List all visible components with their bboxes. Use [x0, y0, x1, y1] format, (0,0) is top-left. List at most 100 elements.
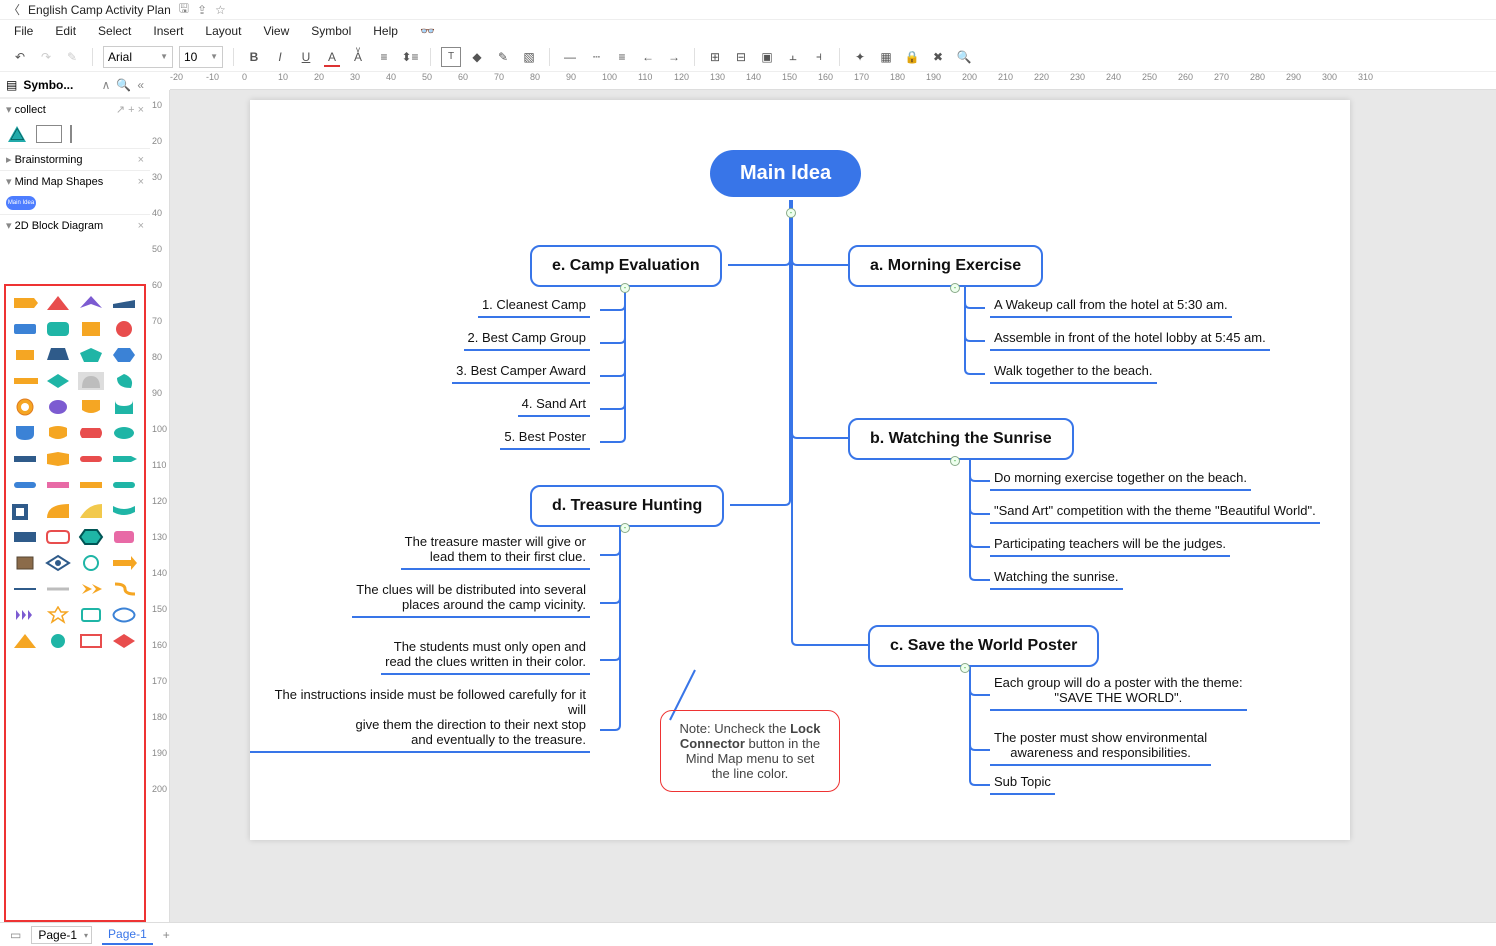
section-actions[interactable]: ↗ + × — [116, 103, 144, 116]
shape-thumbnail[interactable] — [78, 320, 104, 338]
leaf-item[interactable]: Participating teachers will be the judge… — [990, 534, 1230, 557]
font-color-button[interactable]: A — [322, 47, 342, 67]
section-mindmap-shapes[interactable]: ▾ Mind Map Shapes × — [0, 170, 150, 192]
leaf-item[interactable]: Each group will do a poster with the the… — [990, 673, 1247, 711]
line-dash-button[interactable]: ┄ — [586, 47, 606, 67]
shape-thumbnail[interactable] — [111, 632, 137, 650]
shape-thumbnail[interactable] — [78, 554, 104, 572]
share-icon[interactable]: ⇪ — [197, 3, 207, 17]
line-style-button[interactable]: ― — [560, 47, 580, 67]
shape-thumbnail[interactable] — [12, 398, 38, 416]
custom-shape-icon[interactable] — [6, 124, 28, 144]
magic-button[interactable]: ✦ — [850, 47, 870, 67]
theme-button[interactable]: ▦ — [876, 47, 896, 67]
shape-thumbnail[interactable] — [12, 580, 38, 598]
shape-thumbnail[interactable] — [12, 320, 38, 338]
leaf-item[interactable]: The treasure master will give or lead th… — [401, 532, 590, 570]
menu-help[interactable]: Help — [373, 24, 398, 38]
shape-thumbnail[interactable] — [78, 528, 104, 546]
shape-thumbnail[interactable] — [12, 450, 38, 468]
collapse-handle[interactable]: - — [786, 208, 796, 218]
shape-thumbnail[interactable] — [45, 632, 71, 650]
menu-symbol[interactable]: Symbol — [311, 24, 351, 38]
node-topic-d[interactable]: d. Treasure Hunting — [530, 485, 724, 527]
node-topic-e[interactable]: e. Camp Evaluation — [530, 245, 722, 287]
shape-thumbnail[interactable] — [111, 502, 137, 520]
expand-icon[interactable]: ∧ — [102, 78, 111, 92]
section-brainstorming[interactable]: ▸ Brainstorming × — [0, 148, 150, 170]
shape-thumbnail[interactable] — [111, 554, 137, 572]
page-list-icon[interactable]: ▭ — [10, 928, 21, 942]
shape-thumbnail[interactable] — [45, 580, 71, 598]
arrow-start-button[interactable]: ← — [638, 47, 658, 67]
shape-thumbnail[interactable] — [45, 528, 71, 546]
collapse-handle[interactable]: - — [620, 523, 630, 533]
fill-button[interactable]: ◆ — [467, 47, 487, 67]
font-family-select[interactable]: Arial▼ — [103, 46, 173, 68]
menu-file[interactable]: File — [14, 24, 33, 38]
section-2d-block[interactable]: ▾ 2D Block Diagram × — [0, 214, 150, 236]
shape-thumbnail[interactable] — [78, 398, 104, 416]
shape-thumbnail[interactable] — [12, 294, 38, 312]
panel-search-icon[interactable]: 🔍 — [116, 78, 131, 92]
shape-thumbnail[interactable] — [78, 346, 104, 364]
shape-thumbnail[interactable] — [111, 528, 137, 546]
shape-thumbnail[interactable] — [45, 294, 71, 312]
collapse-handle[interactable]: - — [950, 283, 960, 293]
undo-button[interactable]: ↶ — [10, 47, 30, 67]
shape-thumbnail[interactable] — [45, 372, 71, 390]
leaf-item[interactable]: 3. Best Camper Award — [452, 361, 590, 384]
shape-thumbnail[interactable] — [12, 346, 38, 364]
shape-thumbnail[interactable] — [111, 294, 137, 312]
shape-thumbnail[interactable] — [111, 476, 137, 494]
shape-thumbnail[interactable] — [111, 424, 137, 442]
leaf-item[interactable]: The instructions inside must be followed… — [250, 685, 590, 753]
shape-thumbnail[interactable] — [78, 424, 104, 442]
tools-button[interactable]: ✖ — [928, 47, 948, 67]
line-shape-icon[interactable] — [70, 125, 72, 143]
shape-thumbnail[interactable] — [45, 450, 71, 468]
star-icon[interactable]: ☆ — [215, 3, 226, 17]
shape-thumbnail[interactable] — [78, 632, 104, 650]
arrow-end-button[interactable]: → — [664, 47, 684, 67]
shape-thumbnail[interactable] — [111, 450, 137, 468]
line-weight-button[interactable]: ≡ — [612, 47, 632, 67]
search-button[interactable]: 🔍 — [954, 47, 974, 67]
page-tab[interactable]: Page-1 — [102, 925, 153, 945]
redo-button[interactable]: ↷ — [36, 47, 56, 67]
shape-thumbnail[interactable] — [78, 502, 104, 520]
shape-thumbnail[interactable] — [111, 372, 137, 390]
leaf-item[interactable]: Assemble in front of the hotel lobby at … — [990, 328, 1270, 351]
library-icon[interactable]: ▤ — [6, 78, 17, 92]
line-spacing-button[interactable]: ⬍≡ — [400, 47, 420, 67]
shape-thumbnail[interactable] — [12, 476, 38, 494]
leaf-item[interactable]: A Wakeup call from the hotel at 5:30 am. — [990, 295, 1232, 318]
shape-thumbnail[interactable] — [78, 450, 104, 468]
align-button[interactable]: ≡ — [374, 47, 394, 67]
collapse-handle[interactable]: - — [950, 456, 960, 466]
group-button[interactable]: ⊞ — [705, 47, 725, 67]
shape-thumbnail[interactable] — [78, 372, 104, 390]
close-icon[interactable]: × — [138, 154, 144, 166]
shape-thumbnail[interactable] — [78, 294, 104, 312]
collapse-handle[interactable]: - — [960, 663, 970, 673]
shape-thumbnail[interactable] — [12, 554, 38, 572]
shape-thumbnail[interactable] — [45, 320, 71, 338]
shape-thumbnail[interactable] — [78, 476, 104, 494]
node-topic-a[interactable]: a. Morning Exercise — [848, 245, 1043, 287]
shape-thumbnail[interactable] — [12, 424, 38, 442]
font-size-select[interactable]: 10▼ — [179, 46, 223, 68]
page-selector[interactable]: Page-1▾ — [31, 926, 92, 944]
collapse-panel-icon[interactable]: « — [137, 78, 144, 92]
shape-thumbnail[interactable] — [45, 398, 71, 416]
leaf-item[interactable]: 5. Best Poster — [500, 427, 590, 450]
page[interactable]: Main Idea - e. Camp Evaluation - 1. Clea… — [250, 100, 1350, 840]
node-main-idea[interactable]: Main Idea — [710, 150, 861, 197]
leaf-item[interactable]: Sub Topic — [990, 772, 1055, 795]
main-idea-shape[interactable]: Main Idea — [6, 196, 36, 210]
save-icon[interactable]: 🖫 — [179, 0, 189, 20]
shape-thumbnail[interactable] — [12, 502, 38, 520]
node-topic-c[interactable]: c. Save the World Poster — [868, 625, 1099, 667]
leaf-item[interactable]: "Sand Art" competition with the theme "B… — [990, 501, 1320, 524]
menu-layout[interactable]: Layout — [205, 24, 241, 38]
